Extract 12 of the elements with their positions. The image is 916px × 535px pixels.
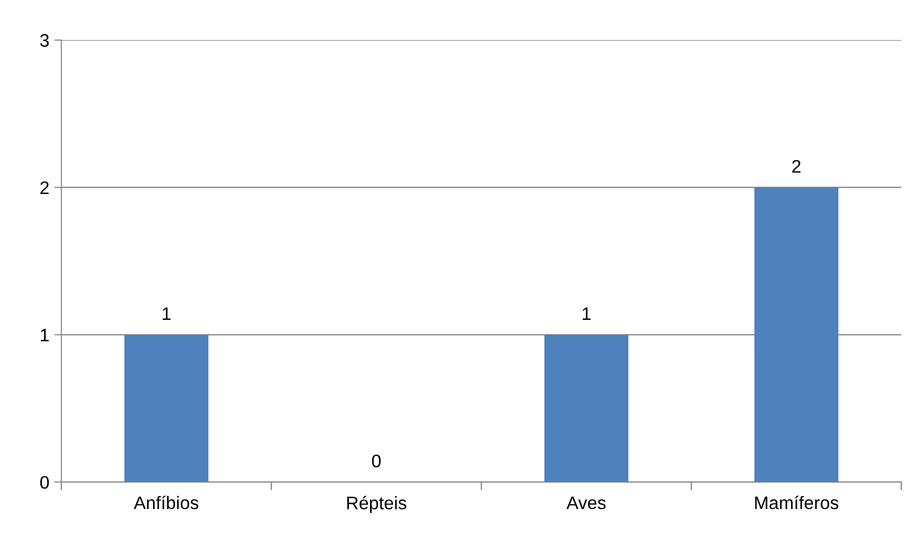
data-label: 1 <box>582 307 590 320</box>
x-tick-label: Répteis <box>347 496 406 513</box>
data-label: 1 <box>162 307 171 320</box>
y-tick-label: 2 <box>40 181 49 194</box>
y-tick-label: 1 <box>40 328 49 342</box>
data-label: 0 <box>372 454 381 468</box>
y-tick-label: 3 <box>40 34 49 47</box>
y-tick-label: 0 <box>40 476 49 489</box>
x-tick-label: Mamíferos <box>755 496 838 510</box>
x-tick-label: Anfíbios <box>134 496 198 510</box>
data-label: 2 <box>792 160 800 173</box>
x-tick-label: Aves <box>566 496 606 510</box>
